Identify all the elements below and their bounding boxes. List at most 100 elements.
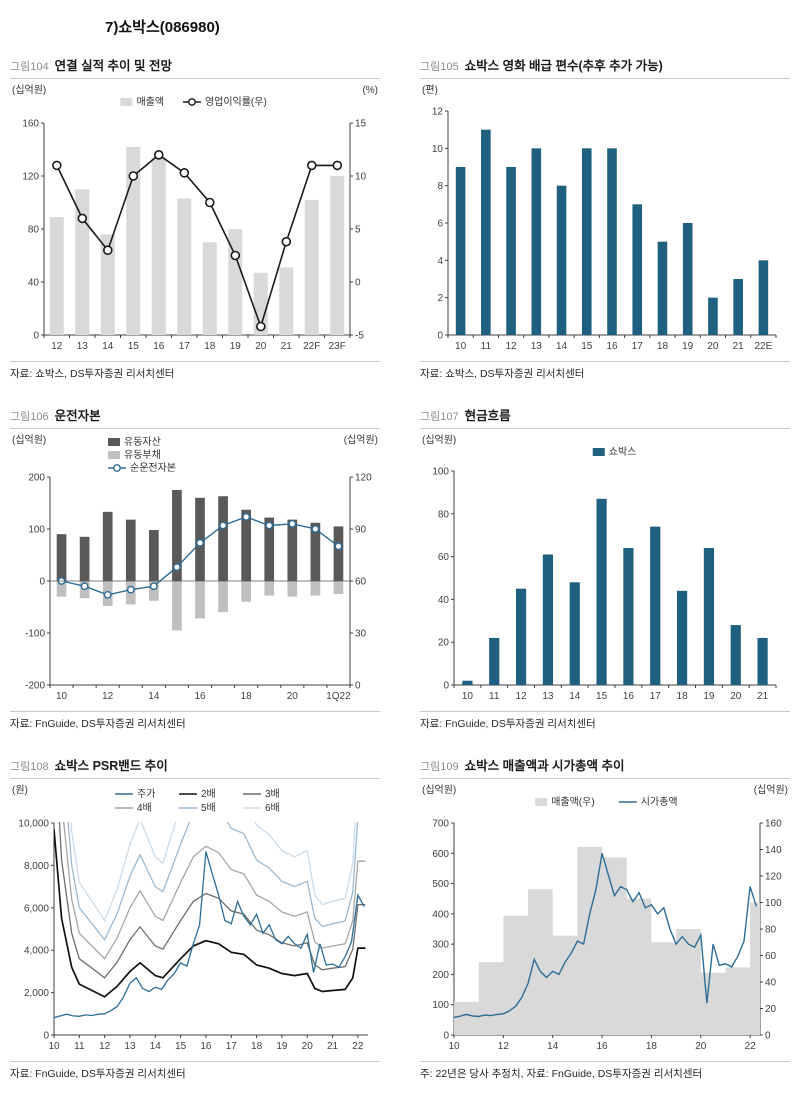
right-axis-unit: (%)	[362, 85, 378, 96]
svg-text:4: 4	[437, 256, 443, 267]
bar	[100, 234, 115, 335]
left-axis-unit: (십억원)	[422, 434, 456, 446]
right-axis-unit: (십억원)	[754, 784, 788, 796]
svg-text:500: 500	[432, 879, 449, 890]
svg-text:12: 12	[102, 691, 114, 702]
svg-text:0: 0	[33, 331, 39, 342]
svg-text:18: 18	[657, 341, 669, 352]
figure-106-block: 그림106 운전자본 -200 -100 0 100 200 0 30 60 90 120 10 12…	[10, 405, 380, 731]
svg-text:40: 40	[438, 595, 450, 606]
svg-text:15: 15	[596, 691, 608, 702]
bar	[333, 581, 344, 594]
svg-text:20: 20	[765, 1004, 777, 1015]
bar	[56, 534, 67, 581]
axis-labels: -200 -100 0 100 200 0 30 60 90 120 10 12 14 16 18 20 1Q2…	[25, 473, 372, 703]
svg-text:16: 16	[606, 341, 618, 352]
svg-text:200: 200	[432, 970, 449, 981]
bar	[79, 536, 90, 581]
bar	[581, 148, 592, 335]
plot-series	[454, 846, 760, 1035]
svg-text:160: 160	[22, 119, 39, 130]
left-axis-unit: (십억원)	[12, 434, 46, 446]
svg-text:17: 17	[632, 341, 644, 352]
svg-text:14: 14	[150, 1041, 162, 1052]
bar	[56, 581, 67, 597]
svg-text:18: 18	[204, 341, 216, 352]
svg-text:17: 17	[226, 1041, 238, 1052]
svg-text:100: 100	[765, 898, 782, 909]
svg-text:17: 17	[179, 341, 191, 352]
bar	[241, 581, 251, 602]
svg-text:8,000: 8,000	[24, 861, 49, 872]
svg-text:10: 10	[355, 172, 367, 183]
legend: 매출액(우) 시가총액	[535, 796, 678, 808]
svg-text:13: 13	[77, 341, 89, 352]
svg-text:30: 30	[355, 629, 367, 640]
svg-text:120: 120	[355, 473, 372, 484]
axis-labels: 0 100 200 300 400 500 600 700 0 20 40 60 80 100 120 140…	[432, 819, 782, 1053]
svg-text:14: 14	[556, 341, 568, 352]
legend-label: 쇼박스	[609, 446, 637, 458]
svg-text:120: 120	[22, 172, 39, 183]
figure-107-block: 그림107 현금흐름 0 20 40 60 80 100 10 11 12 13 14 15 16 17 1…	[420, 405, 790, 731]
bar	[650, 526, 661, 685]
svg-text:0: 0	[355, 278, 361, 289]
svg-text:15: 15	[128, 341, 140, 352]
legend-label: 5배	[201, 802, 216, 814]
axis-labels: 0 20 40 60 80 100 10 11 12 13 14 15 16 17 18 19 20 21	[432, 467, 768, 703]
figure-title: 쇼박스 PSR밴드 추이	[54, 759, 168, 773]
bar	[515, 588, 527, 685]
figure-header: 그림108 쇼박스 PSR밴드 추이	[10, 755, 380, 779]
legend-label: 시가총액	[641, 796, 678, 808]
svg-text:-100: -100	[25, 629, 45, 640]
bar	[202, 242, 217, 335]
svg-text:16: 16	[153, 341, 165, 352]
bar	[253, 272, 268, 335]
left-axis-unit: (원)	[12, 784, 28, 796]
svg-text:11: 11	[489, 691, 500, 702]
svg-text:23F: 23F	[329, 341, 346, 352]
svg-text:21: 21	[281, 341, 293, 352]
svg-text:20: 20	[707, 341, 719, 352]
figure-title: 쇼박스 영화 배급 편수(추후 추가 가능)	[464, 59, 663, 73]
svg-text:0: 0	[43, 1031, 49, 1042]
svg-text:11: 11	[481, 341, 492, 352]
bar	[172, 581, 182, 631]
svg-text:60: 60	[438, 552, 450, 563]
legend-label: 3배	[265, 788, 280, 800]
svg-text:60: 60	[355, 577, 367, 588]
figure-number: 그림104	[10, 61, 49, 73]
figure-104-block: 그림104 연결 실적 추이 및 전망 0 40 80 120 160 -5 0 5 10 15 1…	[10, 55, 380, 381]
svg-text:200: 200	[28, 473, 45, 484]
svg-text:6: 6	[437, 219, 443, 230]
svg-text:100: 100	[432, 467, 449, 478]
bar	[708, 297, 718, 335]
bar	[264, 517, 275, 581]
svg-text:-5: -5	[355, 331, 364, 342]
legend-label: 순운전자본	[130, 462, 176, 474]
legend: 매출액 영업이익률(우)	[120, 95, 267, 108]
svg-text:12: 12	[51, 341, 63, 352]
svg-text:80: 80	[28, 225, 40, 236]
figure-header: 그림109 쇼박스 매출액과 시가총액 추이	[420, 755, 790, 779]
svg-text:10: 10	[432, 144, 444, 155]
chart-revenue-marketcap: 0 100 200 300 400 500 600 700 0 20 40 60 80 100 120 140…	[422, 784, 788, 1053]
right-axis-unit: (십억원)	[344, 434, 378, 446]
bar	[481, 129, 491, 335]
figure-105-block: 그림105 쇼박스 영화 배급 편수(추후 추가 가능) 0 2 4 6 8 10 12 10…	[420, 55, 790, 381]
svg-text:40: 40	[765, 978, 777, 989]
legend: 주가 2배 3배 4배 5배 6배	[115, 788, 280, 814]
bar	[506, 167, 516, 335]
svg-text:16: 16	[623, 691, 635, 702]
svg-text:12: 12	[99, 1041, 111, 1052]
svg-text:60: 60	[765, 951, 777, 962]
chart-earnings-forecast: 0 40 80 120 160 -5 0 5 10 15 12 13 14 15 16 17 18 19 20 21 2…	[12, 84, 378, 352]
bar	[241, 509, 251, 581]
bar	[569, 582, 580, 685]
bar	[304, 199, 319, 335]
svg-text:0: 0	[443, 681, 449, 692]
svg-text:10: 10	[56, 691, 68, 702]
svg-text:20: 20	[438, 638, 450, 649]
bar	[287, 519, 298, 581]
